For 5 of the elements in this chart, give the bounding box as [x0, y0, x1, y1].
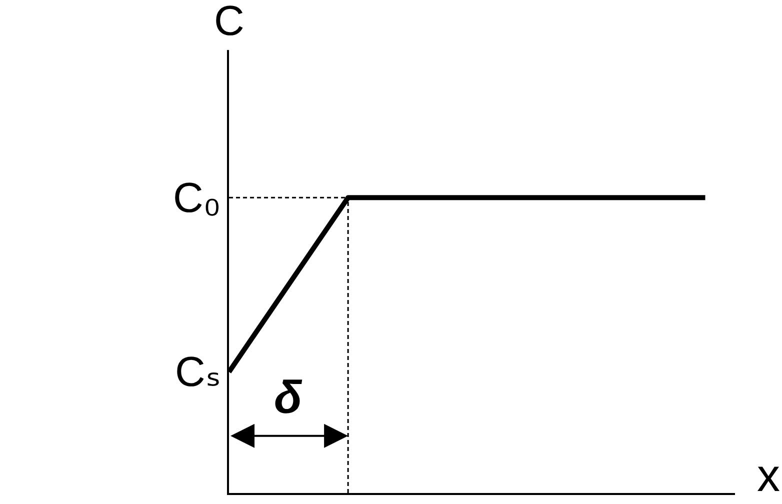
text: Cₛ	[175, 348, 221, 395]
annotation: δ	[274, 371, 303, 423]
x-axis-title: x	[757, 449, 780, 501]
ref-line-label: C₀	[173, 174, 221, 221]
y-axis-title: C	[214, 0, 244, 44]
